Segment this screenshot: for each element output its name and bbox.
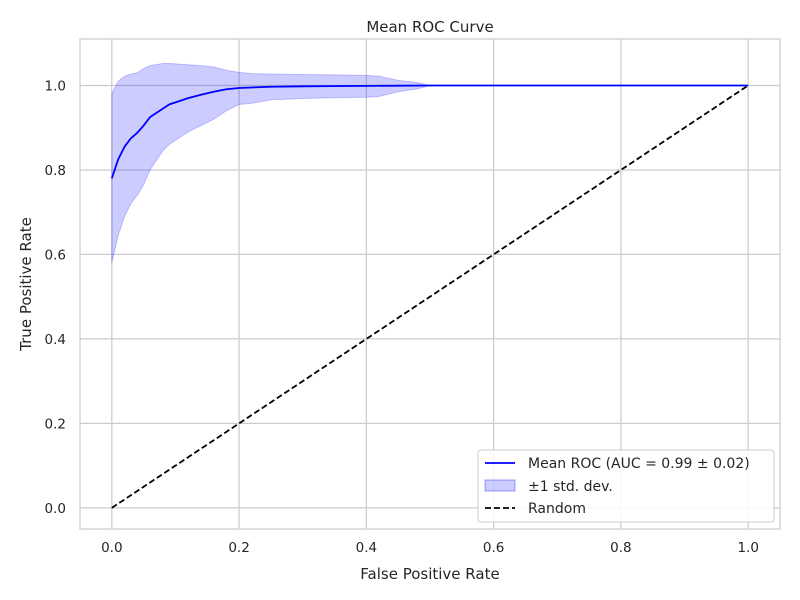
legend-mean-roc-label: Mean ROC (AUC = 0.99 ± 0.02) — [528, 456, 750, 472]
y-axis-label: True Positive Rate — [17, 217, 35, 352]
y-tick-label: 0.2 — [45, 416, 66, 432]
x-tick-label: 0.2 — [228, 540, 249, 556]
legend: Mean ROC (AUC = 0.99 ± 0.02) ±1 std. dev… — [477, 449, 775, 523]
series-layer — [110, 63, 749, 509]
chart-title: Mean ROC Curve — [366, 18, 493, 36]
plot-area — [80, 39, 780, 529]
y-tick-label: 1.0 — [45, 78, 66, 94]
random-line — [111, 84, 749, 509]
legend-box — [477, 449, 775, 523]
x-tick-label: 0.4 — [356, 540, 377, 556]
y-tick-label: 0.6 — [45, 247, 66, 263]
x-tick-label: 0.8 — [610, 540, 631, 556]
legend-std-dev-label: ±1 std. dev. — [528, 479, 613, 495]
legend-random-label: Random — [528, 501, 586, 517]
y-tick-label: 0.8 — [45, 163, 66, 179]
y-tick-label: 0.0 — [45, 501, 66, 517]
mean-roc-line — [110, 84, 749, 179]
plot-frame — [79, 38, 781, 530]
tick-labels: 0.0 0.2 0.4 0.6 0.8 1.0 0.0 0.2 0.4 0.6 0.8 1.0 — [45, 78, 759, 556]
x-axis-label: False Positive Rate — [360, 565, 499, 583]
x-tick-label: 0.6 — [483, 540, 504, 556]
x-tick-label: 0.0 — [101, 540, 122, 556]
x-tick-label: 1.0 — [737, 540, 758, 556]
y-tick-label: 0.4 — [45, 332, 66, 348]
legend-std-dev-swatch — [484, 479, 516, 492]
